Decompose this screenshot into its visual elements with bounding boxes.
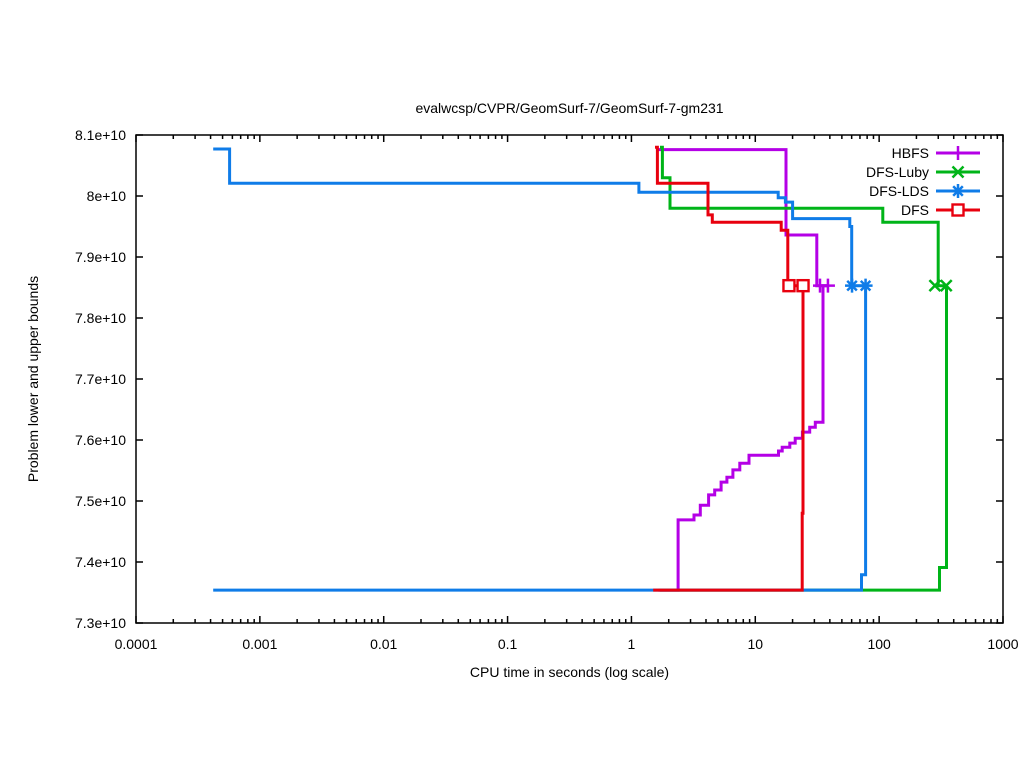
- series-DFS-Luby-upper-bound: [660, 145, 947, 288]
- marker-cross-DFS-Luby-legend: [951, 165, 965, 179]
- x-axis-label: CPU time in seconds (log scale): [469, 664, 670, 680]
- legend-label-DFS: DFS: [901, 202, 929, 218]
- marker-square-DFS-legend: [951, 203, 965, 217]
- x-tick-label: 100: [867, 636, 891, 652]
- y-tick-label: 8e+10: [87, 188, 127, 204]
- series-HBFS-lower-bound: [658, 284, 828, 592]
- series-DFS-upper-bound: [655, 145, 803, 288]
- y-tick-label: 7.5e+10: [75, 493, 126, 509]
- marker-asterisk-DFS-LDS-pt1: [858, 278, 873, 293]
- x-tick-label: 1000: [987, 636, 1018, 652]
- chart-title: evalwcsp/CVPR/GeomSurf-7/GeomSurf-7-gm23…: [415, 100, 724, 116]
- marker-plus-HBFS-legend: [951, 146, 965, 160]
- legend-label-DFS-LDS: DFS-LDS: [869, 183, 929, 199]
- marker-plus-HBFS-pt1: [820, 278, 835, 293]
- y-tick-label: 8.1e+10: [75, 127, 126, 143]
- y-tick-label: 7.4e+10: [75, 554, 126, 570]
- marker-square-DFS-pt1: [796, 278, 810, 293]
- legend-label-DFS-Luby: DFS-Luby: [866, 164, 929, 180]
- y-tick-label: 7.3e+10: [75, 615, 126, 631]
- series-DFS-lower-bound: [653, 285, 805, 592]
- series-DFS-LDS-lower-bound: [213, 285, 868, 592]
- y-tick-label: 7.8e+10: [75, 310, 126, 326]
- x-tick-label: 0.1: [498, 636, 518, 652]
- x-tick-label: 1: [628, 636, 636, 652]
- legend-label-HBFS: HBFS: [892, 145, 929, 161]
- marker-asterisk-DFS-LDS-legend: [951, 184, 965, 198]
- x-tick-label: 0.0001: [115, 636, 158, 652]
- x-tick-label: 10: [747, 636, 763, 652]
- y-tick-label: 7.6e+10: [75, 432, 126, 448]
- marker-cross-DFS-Luby-pt1: [939, 279, 953, 293]
- series-DFS-LDS-upper-bound: [213, 147, 866, 288]
- marker-cross-DFS-Luby-pt0: [928, 279, 942, 293]
- x-tick-label: 0.001: [242, 636, 277, 652]
- marker-square-DFS-pt0: [782, 278, 796, 293]
- marker-asterisk-DFS-LDS-pt0: [845, 278, 860, 293]
- y-tick-label: 7.7e+10: [75, 371, 126, 387]
- y-tick-label: 7.9e+10: [75, 249, 126, 265]
- x-tick-label: 0.01: [370, 636, 397, 652]
